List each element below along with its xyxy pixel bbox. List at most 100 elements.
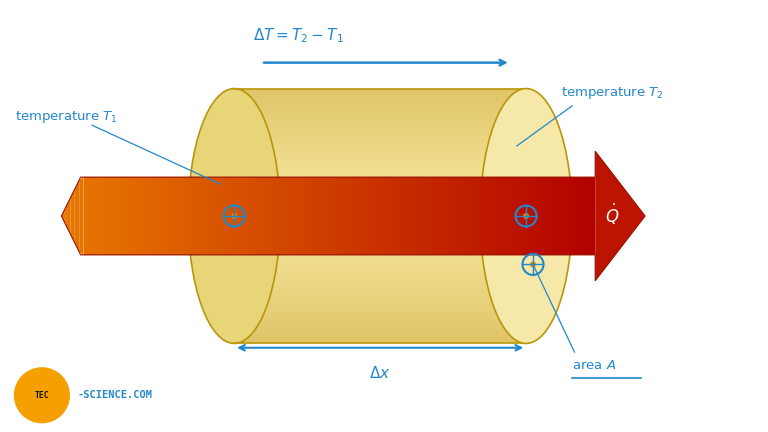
Polygon shape (479, 177, 484, 255)
Polygon shape (555, 177, 560, 255)
Polygon shape (324, 177, 328, 255)
Polygon shape (186, 177, 190, 255)
Polygon shape (114, 177, 119, 255)
Polygon shape (310, 177, 315, 255)
Polygon shape (511, 177, 515, 255)
Polygon shape (595, 151, 645, 281)
Polygon shape (221, 177, 226, 255)
Polygon shape (74, 180, 79, 252)
Polygon shape (506, 177, 511, 255)
Polygon shape (159, 177, 164, 255)
Polygon shape (573, 177, 578, 255)
Polygon shape (266, 177, 270, 255)
Polygon shape (190, 177, 195, 255)
Polygon shape (168, 177, 173, 255)
Polygon shape (546, 177, 551, 255)
Polygon shape (235, 177, 240, 255)
Polygon shape (359, 177, 364, 255)
Polygon shape (475, 177, 479, 255)
Polygon shape (213, 177, 217, 255)
Polygon shape (431, 177, 435, 255)
Polygon shape (413, 177, 417, 255)
Polygon shape (564, 177, 568, 255)
Circle shape (530, 261, 536, 267)
Polygon shape (493, 177, 498, 255)
Polygon shape (328, 177, 333, 255)
Text: TEC: TEC (35, 391, 49, 400)
Polygon shape (395, 177, 399, 255)
Polygon shape (164, 177, 168, 255)
Polygon shape (302, 177, 306, 255)
Text: temperature $T_2$: temperature $T_2$ (561, 85, 664, 101)
Polygon shape (404, 177, 409, 255)
Polygon shape (240, 177, 243, 255)
Polygon shape (151, 177, 155, 255)
Polygon shape (66, 198, 71, 234)
Polygon shape (230, 177, 235, 255)
Polygon shape (350, 177, 355, 255)
Polygon shape (200, 177, 204, 255)
Polygon shape (146, 177, 151, 255)
Polygon shape (306, 177, 310, 255)
Polygon shape (399, 177, 404, 255)
Text: temperature $T_1$: temperature $T_1$ (15, 108, 118, 125)
Polygon shape (257, 177, 262, 255)
Polygon shape (111, 177, 114, 255)
Polygon shape (449, 177, 453, 255)
Polygon shape (333, 177, 337, 255)
Polygon shape (422, 177, 426, 255)
Circle shape (523, 213, 529, 219)
Polygon shape (253, 177, 257, 255)
Polygon shape (270, 177, 275, 255)
Polygon shape (128, 177, 133, 255)
Polygon shape (417, 177, 422, 255)
Polygon shape (315, 177, 319, 255)
Polygon shape (586, 177, 591, 255)
Polygon shape (275, 177, 280, 255)
Polygon shape (101, 177, 106, 255)
Polygon shape (346, 177, 350, 255)
Polygon shape (541, 177, 546, 255)
Polygon shape (391, 177, 395, 255)
Polygon shape (337, 177, 342, 255)
Polygon shape (93, 177, 97, 255)
Polygon shape (293, 177, 297, 255)
Polygon shape (377, 177, 382, 255)
Circle shape (231, 213, 237, 219)
Polygon shape (466, 177, 471, 255)
Polygon shape (248, 177, 253, 255)
Polygon shape (426, 177, 431, 255)
Text: $\Delta T{=}T_2 - T_1$: $\Delta T{=}T_2 - T_1$ (253, 27, 344, 45)
Polygon shape (484, 177, 488, 255)
Polygon shape (568, 177, 573, 255)
Polygon shape (84, 177, 88, 255)
Polygon shape (578, 177, 582, 255)
Polygon shape (524, 177, 528, 255)
Polygon shape (444, 177, 449, 255)
Polygon shape (243, 177, 248, 255)
Polygon shape (369, 177, 372, 255)
Polygon shape (372, 177, 377, 255)
Polygon shape (119, 177, 124, 255)
Polygon shape (288, 177, 293, 255)
Polygon shape (364, 177, 369, 255)
Polygon shape (498, 177, 502, 255)
Polygon shape (297, 177, 302, 255)
Polygon shape (471, 177, 475, 255)
Polygon shape (97, 177, 101, 255)
Polygon shape (342, 177, 346, 255)
Polygon shape (515, 177, 520, 255)
Polygon shape (502, 177, 506, 255)
Polygon shape (582, 177, 586, 255)
Polygon shape (181, 177, 186, 255)
Polygon shape (106, 177, 111, 255)
Polygon shape (155, 177, 159, 255)
Polygon shape (382, 177, 386, 255)
Polygon shape (195, 177, 200, 255)
Polygon shape (177, 177, 181, 255)
Polygon shape (409, 177, 413, 255)
Polygon shape (133, 177, 137, 255)
Ellipse shape (188, 89, 280, 343)
Polygon shape (208, 177, 213, 255)
Polygon shape (61, 207, 66, 225)
